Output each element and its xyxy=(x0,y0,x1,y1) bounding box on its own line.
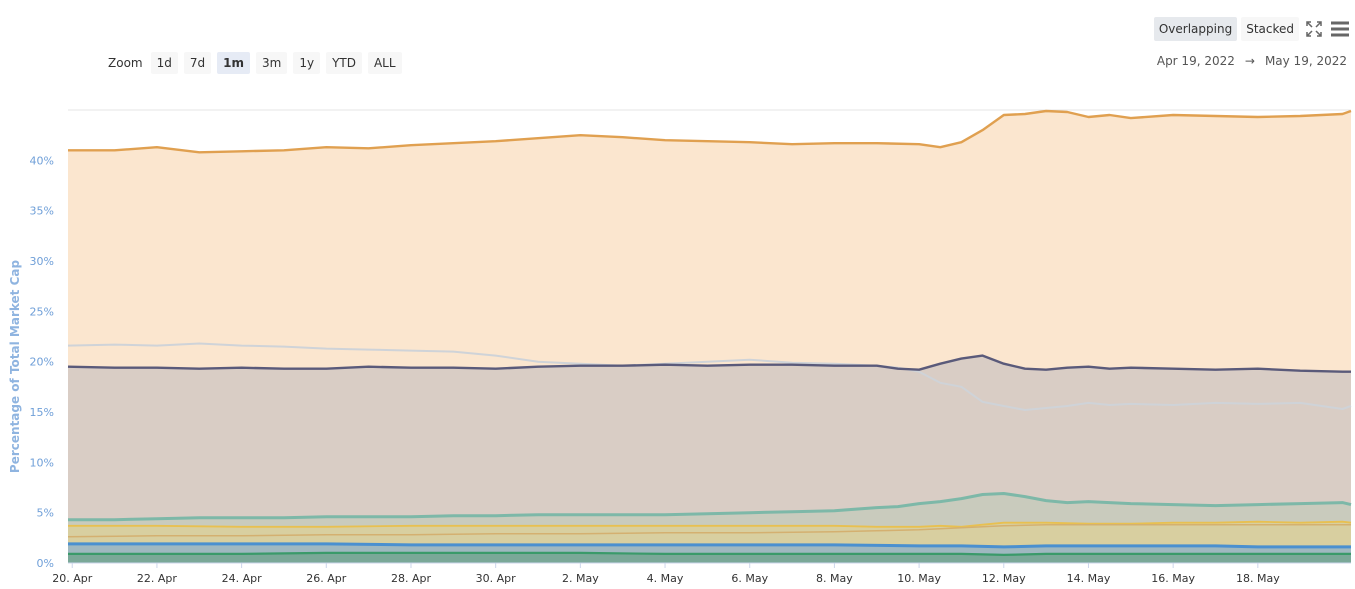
date-range-separator: → xyxy=(1244,54,1255,68)
series-line-1 xyxy=(67,342,1352,411)
series-line-2 xyxy=(67,354,1351,373)
y-tick-label: 15% xyxy=(30,406,54,419)
y-tick-label: 0% xyxy=(37,557,54,570)
zoom-7d-button[interactable]: 7d xyxy=(183,52,212,74)
y-tick-label: 40% xyxy=(30,154,54,167)
zoom-ytd-button[interactable]: YTD xyxy=(326,52,362,74)
x-tick-label: 28. Apr xyxy=(391,572,431,585)
series-line-6 xyxy=(68,542,1351,549)
x-tick-label: 24. Apr xyxy=(222,572,262,585)
hamburger-menu-icon[interactable] xyxy=(1329,18,1351,40)
overlapping-button[interactable]: Overlapping xyxy=(1153,17,1238,41)
series-area-0 xyxy=(68,111,1351,563)
x-tick-label: 22. Apr xyxy=(137,572,177,585)
fullscreen-icon[interactable] xyxy=(1303,18,1325,40)
stacked-button[interactable]: Stacked xyxy=(1241,17,1299,41)
x-tick-label: 4. May xyxy=(647,572,684,585)
x-tick-label: 18. May xyxy=(1236,572,1280,585)
series-area-6 xyxy=(68,543,1351,563)
y-axis-title: Percentage of Total Market Cap xyxy=(8,260,22,474)
x-tick-label: 14. May xyxy=(1067,572,1111,585)
series-area-7 xyxy=(68,552,1351,563)
y-tick-label: 10% xyxy=(30,456,54,469)
date-range-from[interactable]: Apr 19, 2022 xyxy=(1156,54,1235,68)
x-tick-label: 8. May xyxy=(816,572,853,585)
y-tick-label: 5% xyxy=(37,507,54,520)
series-line-0 xyxy=(68,109,1352,154)
x-tick-label: 6. May xyxy=(731,572,768,585)
zoom-selector: Zoom 1d 7d 1m 3m 1y YTD ALL xyxy=(108,52,402,74)
zoom-label: Zoom xyxy=(108,56,143,70)
series-area-2 xyxy=(68,355,1351,563)
series-line-5 xyxy=(67,523,1351,538)
series-line-7 xyxy=(68,551,1351,556)
x-tick-label: 26. Apr xyxy=(306,572,346,585)
x-tick-label: 2. May xyxy=(562,572,599,585)
y-tick-label: 30% xyxy=(30,255,54,268)
x-tick-label: 16. May xyxy=(1151,572,1195,585)
zoom-3m-button[interactable]: 3m xyxy=(255,52,288,74)
zoom-all-button[interactable]: ALL xyxy=(367,52,402,74)
date-range: Apr 19, 2022 → May 19, 2022 xyxy=(1157,54,1347,68)
y-tick-label: 25% xyxy=(30,305,54,318)
series-line-4 xyxy=(68,520,1352,528)
zoom-1m-button[interactable]: 1m xyxy=(217,52,250,74)
y-tick-label: 20% xyxy=(30,356,54,369)
x-tick-label: 20. Apr xyxy=(52,572,92,585)
x-tick-label: 30. Apr xyxy=(476,572,516,585)
x-tick-label: 12. May xyxy=(982,572,1026,585)
series-line-3 xyxy=(68,492,1352,522)
zoom-1d-button[interactable]: 1d xyxy=(150,52,178,74)
series-area-3 xyxy=(68,493,1351,563)
zoom-1y-button[interactable]: 1y xyxy=(293,52,321,74)
date-range-to[interactable]: May 19, 2022 xyxy=(1264,54,1347,68)
x-tick-label: 10. May xyxy=(897,572,941,585)
chart-toolbar: Overlapping Stacked xyxy=(1153,17,1351,41)
series-area-4 xyxy=(68,521,1351,563)
y-tick-label: 35% xyxy=(30,205,54,218)
